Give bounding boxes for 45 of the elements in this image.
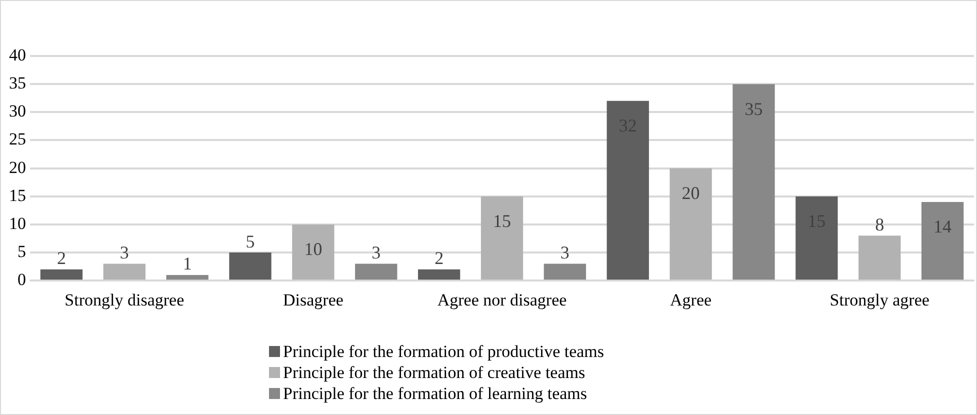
bar: [921, 202, 964, 280]
x-tick-label: Agree: [670, 290, 712, 310]
data-label: 20: [682, 183, 700, 204]
data-label: 8: [875, 214, 884, 234]
bar: [292, 224, 334, 280]
data-label: 3: [560, 242, 570, 262]
bar: [166, 274, 208, 280]
legend-label: Principle for the formation of creative teams: [283, 363, 586, 382]
data-label: 10: [304, 239, 322, 260]
y-tick-label: 35: [9, 74, 26, 93]
data-label: 14: [934, 216, 952, 237]
y-tick-label: 30: [9, 102, 26, 121]
data-label: 2: [434, 248, 444, 268]
legend-label: Principle for the formation of productive teams: [283, 342, 604, 361]
bar: [670, 168, 712, 280]
data-label: 15: [493, 211, 511, 232]
bar: [418, 269, 460, 280]
bar: [229, 252, 272, 280]
x-tick-label: Agree nor disagree: [437, 290, 567, 310]
y-tick-label: 0: [18, 270, 26, 290]
y-tick-label: 15: [9, 186, 26, 205]
legend-label: Principle for the formation of learning teams: [283, 384, 588, 403]
data-label: 5: [246, 231, 255, 252]
y-tick-label: 25: [9, 130, 26, 149]
bar: [355, 264, 398, 280]
data-label: 2: [56, 248, 66, 268]
y-tick-label: 20: [9, 158, 26, 177]
bar: [732, 84, 775, 280]
data-label: 1: [182, 254, 192, 274]
bar: [480, 196, 524, 280]
bar: [40, 269, 83, 280]
x-tick-label: Strongly disagree: [64, 290, 184, 310]
bar: [103, 264, 146, 280]
bar: [544, 264, 586, 280]
bar: [606, 100, 649, 280]
x-tick-label: Strongly agree: [830, 290, 930, 310]
y-tick-label: 10: [9, 214, 26, 233]
data-label: 3: [120, 242, 129, 262]
bar: [796, 196, 838, 280]
y-tick-label: 40: [9, 45, 26, 64]
bar: [858, 236, 901, 280]
y-tick-label: 5: [18, 242, 26, 261]
data-label: 35: [744, 98, 763, 119]
data-label: 3: [372, 242, 381, 262]
x-tick-label: Disagree: [282, 290, 344, 310]
